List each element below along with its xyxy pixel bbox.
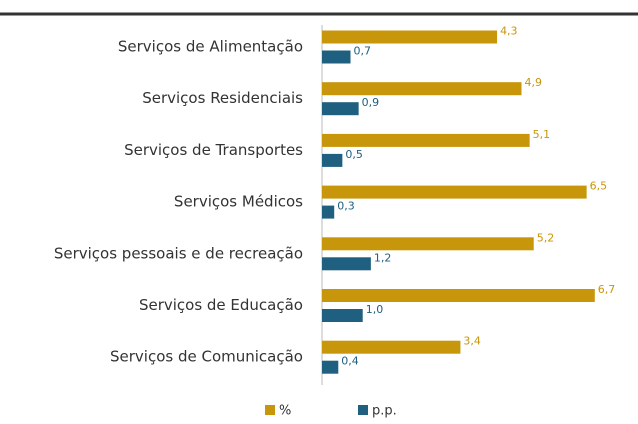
category-label: Serviços de Comunicação (110, 348, 303, 366)
category-label: Serviços pessoais e de recreação (54, 244, 303, 262)
bar (322, 153, 343, 167)
category-label: Serviços de Transportes (124, 141, 303, 159)
legend-label: p.p. (372, 404, 397, 419)
value-label: 4,9 (525, 76, 543, 89)
value-label: 5,2 (537, 231, 555, 244)
value-label: 3,4 (463, 335, 481, 348)
bar (322, 237, 534, 251)
value-label: 6,7 (598, 283, 616, 296)
value-label: 6,5 (590, 180, 608, 193)
bar (322, 340, 461, 354)
bar (322, 102, 359, 116)
value-label: 4,3 (500, 25, 517, 38)
legend-swatch (358, 405, 368, 415)
bar (322, 257, 371, 271)
category-label: Serviços de Alimentação (118, 38, 303, 56)
bar (322, 360, 339, 374)
value-label: 1,0 (366, 303, 384, 316)
value-label: 0,9 (362, 96, 380, 109)
bar (322, 30, 498, 44)
bar (322, 82, 522, 96)
bar (322, 185, 587, 199)
value-label: 5,1 (533, 128, 551, 141)
bar (322, 205, 335, 219)
category-label: Serviços de Educação (139, 296, 303, 314)
bar (322, 50, 351, 64)
value-label: 0,4 (341, 355, 359, 368)
legend-label: % (279, 404, 291, 419)
bar (322, 309, 363, 322)
bar (322, 289, 595, 302)
value-label: 0,7 (354, 45, 372, 58)
value-label: 1,2 (374, 251, 392, 264)
legend-swatch (265, 405, 275, 415)
value-label: 0,3 (337, 200, 355, 213)
category-label: Serviços Médicos (174, 193, 303, 211)
value-label: 0,5 (345, 148, 363, 161)
bar (322, 133, 530, 147)
category-label: Serviços Residenciais (142, 89, 303, 107)
